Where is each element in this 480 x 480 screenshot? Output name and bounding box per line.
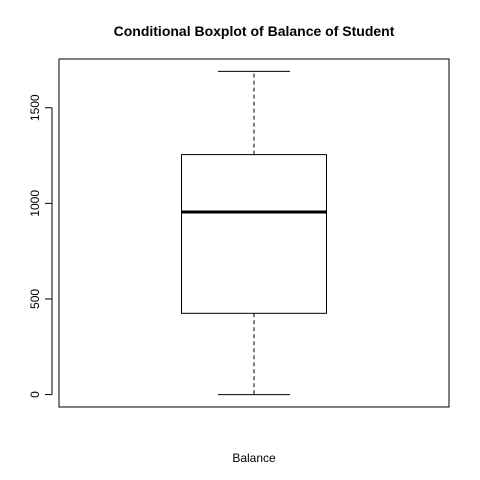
y-tick-label: 0: [28, 391, 42, 398]
x-axis-label: Balance: [232, 451, 276, 465]
y-tick-label: 500: [28, 289, 42, 309]
interquartile-box: [182, 155, 327, 314]
box-plot: [182, 71, 327, 394]
y-tick-label: 1000: [28, 190, 42, 217]
chart-title: Conditional Boxplot of Balance of Studen…: [114, 23, 395, 39]
y-tick-label: 1500: [28, 94, 42, 121]
y-axis: 0 500 1000 1500: [28, 94, 52, 398]
